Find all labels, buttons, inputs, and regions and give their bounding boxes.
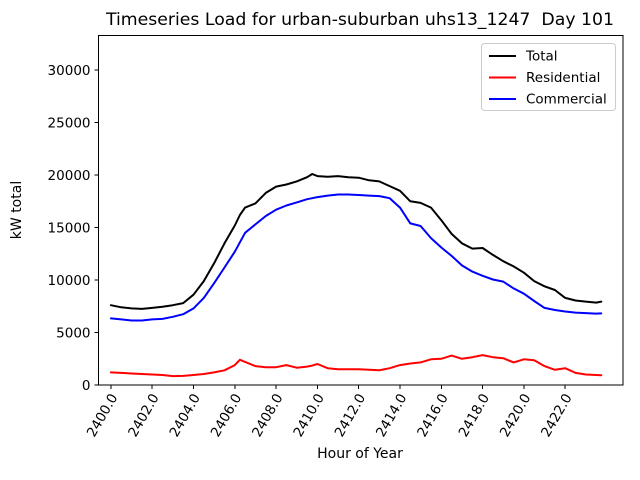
x-tick-label: 2414.0 [373,391,410,440]
legend-label-commercial: Commercial [526,92,607,108]
legend: Total Residential Commercial [481,43,616,111]
legend-label-residential: Residential [526,70,600,86]
x-axis: 2400.0 2402.0 2404.0 2406.0 2408.0 2410.0 2412… [84,385,576,440]
x-tick-label: 2418.0 [456,391,493,440]
axes-spines [98,35,624,386]
y-tick-label: 5000 [56,325,90,341]
legend-box [481,43,616,111]
y-tick-label: 15000 [48,220,91,236]
series-lines [109,173,603,378]
series-line-total [109,173,603,310]
y-axis: 0 5000 10000 15000 20000 25000 30000 [48,63,99,394]
x-tick-label: 2416.0 [414,391,451,440]
series-line-residential [109,354,603,378]
x-axis-label: Hour of Year [317,446,403,462]
y-tick-label: 20000 [48,168,91,184]
chart-title: Timeseries Load for urban-suburban uhs13… [105,10,614,30]
x-tick-label: 2408.0 [249,391,286,440]
y-axis-label: kW total [9,181,25,239]
x-tick-label: 2420.0 [497,391,534,440]
x-tick-label: 2404.0 [166,391,203,440]
x-tick-label: 2410.0 [290,391,327,440]
y-tick-label: 30000 [48,63,91,79]
x-tick-label: 2412.0 [332,391,369,440]
legend-label-total: Total [525,49,558,65]
y-tick-label: 25000 [48,115,91,131]
x-tick-label: 2400.0 [84,391,121,440]
series-line-commercial [109,193,603,322]
y-tick-label: 0 [82,378,91,394]
x-tick-label: 2406.0 [208,391,245,440]
x-tick-label: 2422.0 [538,391,575,440]
y-tick-label: 10000 [48,273,91,289]
x-tick-label: 2402.0 [125,391,162,440]
